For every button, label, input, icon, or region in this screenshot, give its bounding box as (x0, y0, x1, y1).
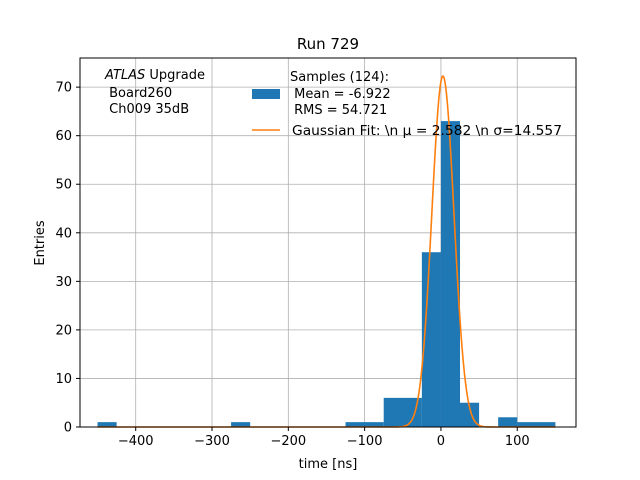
legend-samples-mean: Mean = -6.922 (290, 87, 391, 102)
y-tick-label-6: 60 (55, 129, 72, 144)
atlas-annotation: ATLAS Upgrade Board260 Ch009 35dB (104, 68, 205, 117)
y-tick-label-0: 0 (64, 421, 72, 436)
chart-title: Run 729 (297, 35, 359, 53)
y-tick-label-7: 70 (55, 81, 72, 96)
x-tick-label-0: −400 (118, 434, 154, 449)
x-axis-title: time [ns] (299, 457, 358, 472)
legend-samples-rms: RMS = 54.721 (290, 103, 387, 118)
histogram-bar-7 (498, 417, 518, 427)
legend-samples-swatch (252, 89, 280, 99)
svg-text:ATLAS Upgrade: ATLAS Upgrade (104, 68, 205, 83)
x-tick-label-2: −200 (270, 434, 306, 449)
histogram-bar-5 (440, 121, 461, 428)
histogram-bar-3 (383, 397, 422, 427)
x-tick-label-3: −100 (347, 434, 383, 449)
y-tick-label-5: 50 (55, 178, 72, 193)
plot-frame (79, 57, 577, 428)
x-axis-ticks: −400 −300 −200 −100 0 100 (118, 427, 530, 449)
atlas-label: ATLAS (104, 68, 145, 83)
y-tick-label-2: 20 (55, 323, 72, 338)
upgrade-label: Upgrade (145, 68, 205, 83)
x-tick-label-4: 0 (437, 434, 445, 449)
x-tick-label-5: 100 (505, 434, 530, 449)
channel-label: Ch009 35dB (105, 102, 189, 117)
legend-fit-label: Gaussian Fit: \n μ = 2.582 \n σ=14.557 (292, 124, 562, 139)
legend-samples-line1: Samples (124): (290, 70, 389, 85)
y-tick-label-1: 10 (55, 372, 72, 387)
histogram-bar-8 (517, 422, 556, 427)
y-tick-label-3: 30 (55, 275, 72, 290)
legend: Samples (124): Mean = -6.922 RMS = 54.72… (252, 70, 562, 139)
y-tick-label-4: 40 (55, 226, 72, 241)
y-axis-ticks: 0 10 20 30 40 50 60 70 (55, 81, 80, 436)
y-axis-title: Entries (33, 220, 48, 266)
histogram-bar-1 (231, 422, 251, 427)
x-tick-label-1: −300 (194, 434, 230, 449)
histogram-bar-2 (345, 422, 384, 427)
board-label: Board260 (105, 86, 172, 101)
grid (80, 58, 576, 428)
histogram-bar-0 (97, 422, 117, 427)
